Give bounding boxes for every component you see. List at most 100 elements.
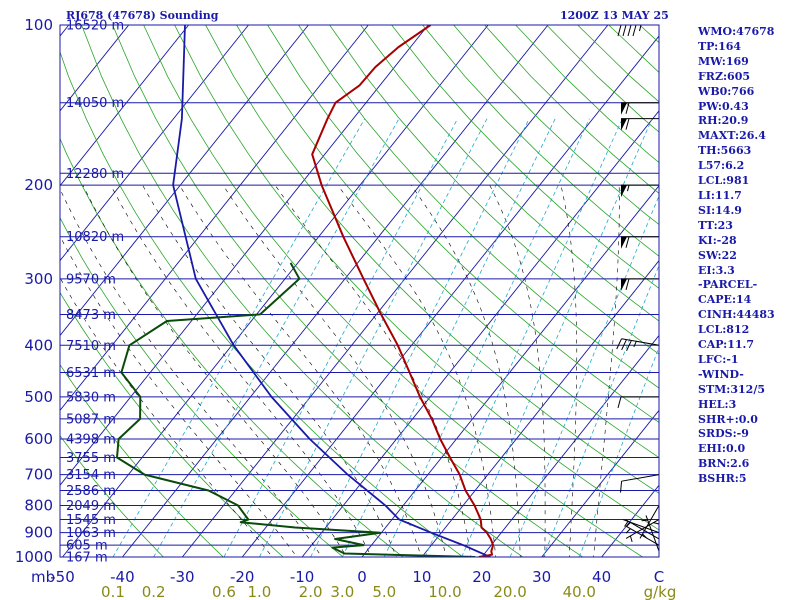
isotherm-line: [60, 25, 429, 486]
dry-adiabat-line: [422, 25, 659, 257]
index-entry: FRZ:605: [698, 69, 751, 83]
x-axis-unit-label: mb: [31, 568, 55, 586]
height-label: 5830 m: [66, 390, 116, 405]
mixing-ratio-line: [112, 118, 366, 557]
wind-barb: [617, 396, 659, 408]
wind-barb-staff: [623, 519, 660, 534]
wind-barb: [621, 236, 659, 249]
wind-barb-half-feather: [625, 522, 631, 528]
height-label: 10820 m: [66, 230, 124, 245]
wind-barb: [621, 118, 659, 131]
temperature-trace: [311, 25, 495, 557]
pressure-tick-label: 600: [24, 430, 53, 448]
index-entry: KI:-28: [698, 233, 737, 247]
dry-adiabat-line: [81, 25, 524, 557]
wind-barb-half-feather: [642, 533, 648, 539]
temperature-tick-label: 10: [412, 568, 431, 586]
moist-adiabat-line: [410, 184, 521, 557]
isotherm-line: [60, 25, 189, 187]
index-entry: BSHR:5: [698, 472, 747, 486]
height-label: 9570 m: [66, 272, 116, 287]
pressure-tick-label: 200: [24, 176, 53, 194]
mixing-ratio-line: [509, 194, 659, 557]
wind-barb: [641, 515, 660, 552]
isotherm-line: [60, 25, 309, 337]
dry-adiabat-line: [60, 363, 224, 557]
wind-barb: [625, 525, 660, 546]
dry-adiabat-line: [174, 25, 659, 531]
wind-barb-feather: [627, 24, 632, 37]
plot-background: [60, 25, 659, 557]
pressure-tick-label: 800: [24, 496, 53, 514]
wind-barb-feather: [620, 481, 623, 493]
wind-barb-feather: [617, 396, 622, 408]
temperature-tick-label: 40: [592, 568, 611, 586]
index-entry: CAP:11.7: [698, 338, 755, 352]
dry-adiabat-line: [298, 25, 659, 389]
mixing-ratio-tick-label: 2.0: [299, 583, 323, 600]
height-label: 1545 m: [66, 513, 116, 528]
index-entry: MW:169: [698, 54, 749, 68]
moist-adiabat-line: [222, 184, 447, 557]
index-entry: SW:22: [698, 248, 737, 262]
isotherm-line: [181, 25, 609, 557]
index-entry: RH:20.9: [698, 114, 749, 128]
isotherm-line: [421, 259, 659, 557]
index-entry: EI:3.3: [698, 263, 735, 277]
moist-adiabat-line: [82, 184, 347, 557]
index-entry: L57:6.2: [698, 159, 745, 173]
dry-adiabat-line: [360, 25, 659, 322]
index-entry: BRN:2.6: [698, 457, 750, 471]
wind-barb-staff: [625, 525, 660, 546]
index-entry: EHI:0.0: [698, 442, 746, 456]
height-label: 1063 m: [66, 526, 116, 541]
index-entry: TP:164: [698, 39, 742, 53]
mixing-ratio-tick-label: 1.0: [247, 583, 271, 600]
moist-adiabat-line: [560, 185, 578, 557]
dry-adiabat-line: [60, 137, 404, 557]
dry-adiabat-line: [143, 25, 644, 557]
height-label: 605 m: [66, 539, 108, 554]
wind-barb-half-feather: [639, 24, 642, 32]
wind-barb: [620, 474, 660, 493]
temperature-tick-label: 30: [532, 568, 551, 586]
temperature-tick-label: -40: [110, 568, 135, 586]
station-title: RJ678 (47678) Sounding: [66, 9, 219, 22]
sounding-traces: [116, 25, 495, 557]
dry-adiabat-line: [329, 25, 659, 355]
wind-barb: [621, 102, 659, 115]
mixing-ratio-line: [461, 118, 653, 557]
height-label: 8473 m: [66, 308, 116, 323]
pressure-tick-label: 100: [24, 16, 53, 34]
wind-barb-half-feather: [629, 535, 633, 543]
wind-barb-half-feather: [641, 519, 648, 522]
index-entry: WB0:766: [698, 84, 755, 98]
height-label: 7510 m: [66, 339, 116, 354]
dry-adiabat-line: [60, 291, 284, 557]
height-label: 2049 m: [66, 499, 116, 514]
index-entry: LCL:812: [698, 323, 750, 337]
dry-adiabat-line: [60, 216, 344, 557]
wind-barb-half-feather: [625, 528, 631, 534]
height-label: 2586 m: [66, 484, 116, 499]
sounding-indices-panel: WMO:47678 TP:164 MW:169 FRZ:605 WB0:766 PW:0.…: [698, 25, 775, 487]
moist-adiabat-line: [142, 184, 397, 557]
mixing-ratio-line: [310, 118, 530, 557]
wind-barb-flag: [621, 118, 627, 131]
wind-barb-flag: [621, 102, 627, 115]
wind-barb-staff: [645, 515, 660, 552]
mixing-ratio-line: [578, 346, 659, 557]
mixing-ratio-tick-label: 5.0: [372, 583, 396, 600]
wind-barb-feather: [625, 236, 630, 248]
wind-barb: [639, 505, 660, 539]
mixing-ratio-tick-label: 0.1: [101, 583, 125, 600]
wind-barb: [623, 519, 660, 534]
parcel-trace: [172, 25, 491, 557]
mixing-ratio-line: [341, 118, 556, 557]
height-label: 4398 m: [66, 432, 116, 447]
height-label: 3154 m: [66, 468, 116, 483]
wind-barb-feather: [622, 24, 627, 37]
wind-barb-feather: [621, 339, 627, 351]
wind-barb-staff: [625, 519, 660, 539]
